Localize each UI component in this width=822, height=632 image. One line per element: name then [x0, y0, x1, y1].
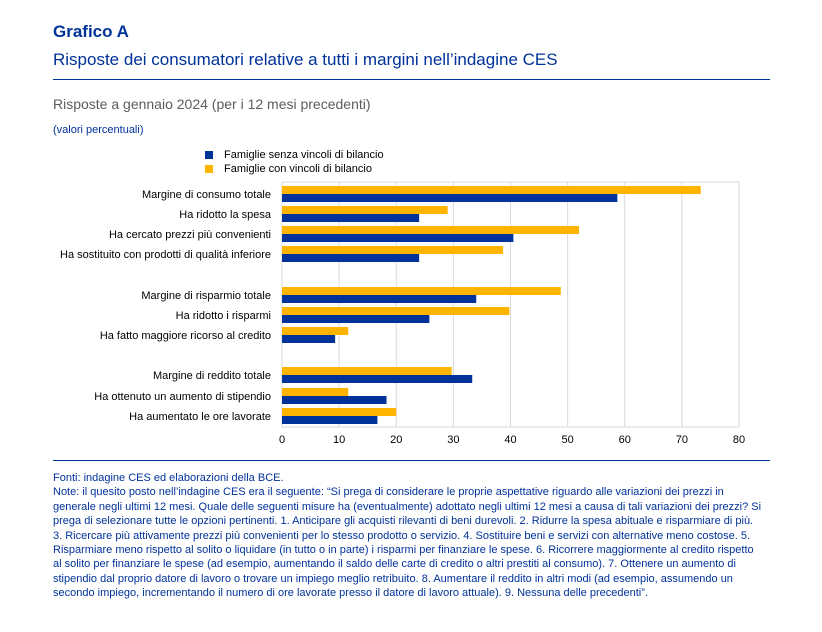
bar-constrained [282, 206, 448, 214]
bar-unconstrained [282, 375, 473, 383]
figure-title: Grafico A [53, 22, 129, 41]
x-tick-label: 40 [504, 434, 516, 446]
bar-chart: 0 10 20 30 40 50 60 70 80 Margine di consumo tota… [60, 181, 745, 446]
methodology-note: Note: il quesito posto nell’indagine CES… [53, 486, 762, 600]
category-label: Ha sostituito con prodotti di qualità in… [60, 249, 271, 261]
x-tick-label: 70 [676, 434, 688, 446]
category-label: Margine di risparmio totale [141, 290, 271, 302]
x-tick-label: 30 [447, 434, 459, 446]
bar-unconstrained [282, 254, 420, 262]
source-note: Fonti: indagine CES ed elaborazioni dell… [53, 472, 284, 484]
bottom-divider [53, 460, 770, 461]
legend-label-series-1: Famiglie con vincoli di bilancio [224, 163, 372, 175]
bar-unconstrained [282, 416, 378, 424]
category-label: Ha fatto maggiore ricorso al credito [100, 330, 271, 342]
bar-constrained [282, 287, 561, 295]
legend-swatch-series-1 [205, 165, 213, 173]
bar-constrained [282, 186, 701, 194]
category-label: Ha ridotto la spesa [179, 209, 272, 221]
bar-constrained [282, 388, 349, 396]
bar-constrained [282, 367, 452, 375]
notes-block: Fonti: indagine CES ed elaborazioni dell… [53, 471, 765, 601]
bar-constrained [282, 246, 504, 254]
x-tick-label: 0 [279, 434, 285, 446]
bar-constrained [282, 226, 580, 234]
legend-label-series-0: Famiglie senza vincoli di bilancio [224, 149, 384, 161]
category-label: Ha cercato prezzi più convenienti [109, 229, 271, 241]
category-label: Margine di reddito totale [153, 370, 271, 382]
category-label: Ha ottenuto un aumento di stipendio [94, 391, 271, 403]
category-label: Margine di consumo totale [142, 189, 271, 201]
x-tick-label: 10 [333, 434, 345, 446]
bar-unconstrained [282, 315, 430, 323]
legend-swatch-series-0 [205, 151, 213, 159]
bar-constrained [282, 327, 349, 335]
chart-units: (valori percentuali) [53, 124, 144, 136]
bar-unconstrained [282, 234, 514, 242]
bar-unconstrained [282, 214, 420, 222]
x-tick-label: 80 [733, 434, 745, 446]
bar-unconstrained [282, 335, 336, 343]
top-divider [53, 79, 770, 80]
bar-unconstrained [282, 194, 618, 202]
bar-constrained [282, 307, 510, 315]
category-label: Ha ridotto i risparmi [176, 310, 271, 322]
x-tick-label: 20 [390, 434, 402, 446]
bar-constrained [282, 408, 397, 416]
chart-title: Risposte a gennaio 2024 (per i 12 mesi p… [53, 96, 371, 112]
category-label: Ha aumentato le ore lavorate [129, 411, 271, 423]
bar-unconstrained [282, 396, 387, 404]
bar-unconstrained [282, 295, 477, 303]
x-tick-label: 50 [562, 434, 574, 446]
x-tick-label: 60 [619, 434, 631, 446]
figure-subtitle: Risposte dei consumatori relative a tutt… [53, 50, 558, 69]
